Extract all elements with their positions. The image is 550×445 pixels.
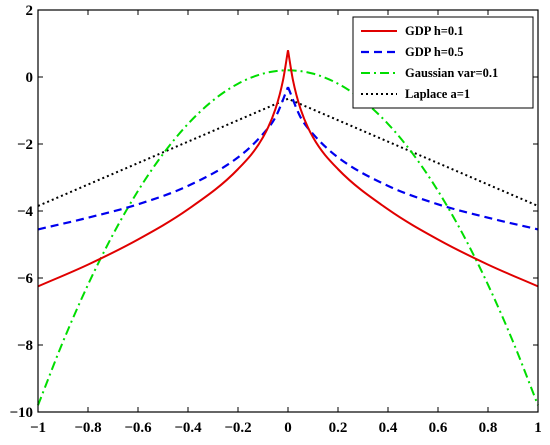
ticks-layer: −1 −0.8 −0.6 −0.4 −0.2 0 0.2 0.4 0.6 0.8 1 −10 −8 −6 −…	[9, 3, 541, 436]
y-tick-label: −6	[17, 271, 34, 287]
legend-label-laplace-a-1: Laplace a=1	[405, 87, 470, 101]
legend: GDP h=0.1 GDP h=0.5 Gaussian var=0.1 Laplac…	[352, 16, 534, 109]
x-tick-label: 1	[534, 420, 542, 436]
x-tick-label: 0.6	[429, 420, 448, 436]
legend-label-gdp-h-0-1: GDP h=0.1	[405, 24, 464, 38]
x-tick-label: −0.6	[124, 420, 152, 436]
y-tick-label: −4	[17, 204, 34, 220]
x-tick-label: 0.4	[379, 420, 398, 436]
x-tick-label: −1	[30, 420, 46, 436]
series-line-gdp-h-0-5	[37, 86, 539, 231]
y-tick-label: 2	[26, 3, 34, 19]
legend-label-gaussian-var-0-1: Gaussian var=0.1	[405, 66, 498, 80]
x-tick-label: −0.4	[174, 420, 202, 436]
legend-box	[352, 16, 534, 109]
x-tick-label: 0.8	[479, 420, 498, 436]
x-tick-label: −0.8	[74, 420, 101, 436]
series-layer	[37, 50, 539, 406]
series-line-gdp-h-0-1	[37, 50, 539, 288]
y-tick-label: 0	[26, 70, 34, 86]
series-line-gaussian-var-0-1	[37, 69, 539, 406]
x-tick-label: 0	[284, 420, 292, 436]
x-tick-label: 0.2	[329, 420, 348, 436]
plot-frame	[37, 9, 539, 413]
x-tick-label: −0.2	[224, 420, 251, 436]
y-tick-label: −10	[9, 405, 33, 421]
y-tick-label: −8	[17, 338, 33, 354]
series-line-laplace-a-1	[37, 97, 539, 207]
y-tick-label: −2	[17, 137, 33, 153]
legend-label-gdp-h-0-5: GDP h=0.5	[405, 45, 464, 59]
